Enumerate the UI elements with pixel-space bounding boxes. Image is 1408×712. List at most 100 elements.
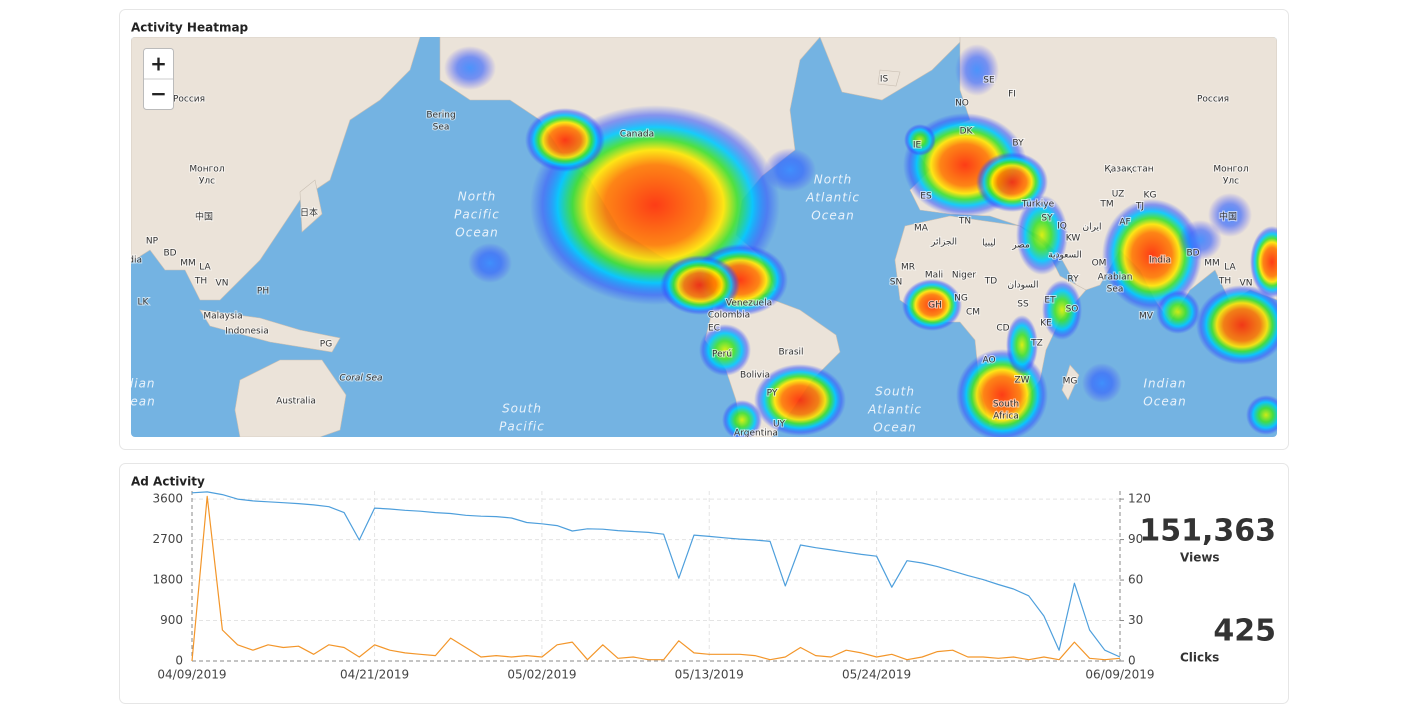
heat-blob xyxy=(1102,199,1202,311)
panel-title: Ad Activity xyxy=(131,475,205,489)
x-tick-label: 04/21/2019 xyxy=(340,668,409,682)
map-label: Australia xyxy=(276,397,316,407)
map-label: Malaysia xyxy=(203,312,242,322)
x-tick-label: 05/24/2019 xyxy=(842,668,911,682)
map-label: SS xyxy=(1017,300,1029,310)
map-label: India xyxy=(120,256,142,266)
map-label: KE xyxy=(1040,319,1052,329)
map-label: North xyxy=(458,190,497,204)
y2-tick-label: 120 xyxy=(1128,492,1151,506)
map-label: CD xyxy=(996,324,1009,334)
map-label: MV xyxy=(1139,312,1154,322)
map-label: VN xyxy=(216,279,229,289)
map-label: OM xyxy=(1092,259,1107,269)
map-label: MM xyxy=(180,259,196,269)
heat-blob xyxy=(1156,290,1200,334)
map-label: Indian xyxy=(1143,377,1186,391)
map-label: TH xyxy=(1218,277,1231,287)
map-label: Bering xyxy=(426,111,455,121)
map-label: Venezuela xyxy=(726,299,772,309)
kpi-value: 151,363 xyxy=(1139,514,1276,549)
map-label: Ocean xyxy=(811,209,854,223)
map-label: Россия xyxy=(173,95,205,105)
map-label: ایران xyxy=(1082,223,1101,233)
map-label: Coral Sea xyxy=(339,374,382,384)
map-label: EC xyxy=(708,324,720,334)
map-label: Sea xyxy=(1107,285,1124,295)
map-label: Argentina xyxy=(734,429,778,439)
map-label: Brasil xyxy=(778,348,803,358)
map-label: SN xyxy=(890,278,902,288)
map-label: BD xyxy=(163,249,176,259)
zoom-out[interactable]: − xyxy=(150,82,167,106)
map-label: FI xyxy=(1008,90,1016,100)
map-label: Arabian xyxy=(1098,273,1133,283)
map-label: Монгол xyxy=(1213,165,1248,175)
map-label: SY xyxy=(1041,214,1053,224)
map-label: Sea xyxy=(433,123,450,133)
map-label: GH xyxy=(928,301,942,311)
map-label: ZW xyxy=(1014,376,1029,386)
panel-title: Activity Heatmap xyxy=(131,21,249,35)
y2-tick-label: 0 xyxy=(1128,654,1136,668)
kpi-label: Clicks xyxy=(1180,651,1219,665)
map-label: Atlantic xyxy=(867,403,922,417)
map-label: PH xyxy=(257,287,269,297)
zoom-in[interactable]: + xyxy=(150,52,167,76)
map-label: LA xyxy=(1224,263,1236,273)
zoom-control: + − xyxy=(143,48,174,110)
y-tick-label: 2700 xyxy=(152,532,183,546)
map-label: KW xyxy=(1066,234,1081,244)
map-label: Россия xyxy=(1197,95,1229,105)
map-label: NO xyxy=(955,99,969,109)
map-label: Mali xyxy=(925,271,943,281)
series-line xyxy=(191,491,1121,658)
map-label: Қазақстан xyxy=(1104,165,1153,175)
map-label: Niger xyxy=(952,271,976,281)
map-label: TM xyxy=(1099,200,1113,210)
map-label: AO xyxy=(982,356,995,366)
map-label: MR xyxy=(901,263,915,273)
map-label: SE xyxy=(983,76,995,86)
heat-blob xyxy=(699,324,751,376)
map-label: Türkiye xyxy=(1021,200,1055,210)
map-label: TH xyxy=(194,277,207,287)
heat-blob xyxy=(1016,195,1068,275)
map-label: Ocean xyxy=(873,421,916,435)
map-label: DK xyxy=(960,127,974,137)
map-label: UZ xyxy=(1112,190,1125,200)
y-tick-label: 0 xyxy=(175,654,183,668)
x-tick-label: 06/09/2019 xyxy=(1085,668,1154,682)
heat-blob xyxy=(1196,285,1277,365)
heat-blob xyxy=(976,152,1048,212)
map-label: RY xyxy=(1067,275,1079,285)
heat-blob xyxy=(1250,226,1277,298)
map-label: TD xyxy=(984,277,997,287)
map-label: South xyxy=(875,385,915,399)
heat-blob xyxy=(902,279,962,331)
heat-blob xyxy=(1006,315,1038,375)
heat-blob xyxy=(722,400,762,437)
map-label: Ocean xyxy=(112,395,155,409)
map-label: السودان xyxy=(1007,281,1038,291)
kpi-label: Views xyxy=(1180,551,1220,565)
map-label: الجزائر xyxy=(930,238,957,248)
heat-layer xyxy=(444,44,1277,437)
map-label: MA xyxy=(914,224,929,234)
heat-blob xyxy=(1178,220,1222,260)
map-label: BY xyxy=(1012,139,1024,149)
map-label: North xyxy=(814,173,853,187)
map-label: Indonesia xyxy=(225,327,269,337)
map-label: NG xyxy=(954,294,968,304)
map-label: IQ xyxy=(1057,222,1067,232)
heat-blob xyxy=(904,124,936,156)
series-line xyxy=(191,495,1121,662)
map-label: Улс xyxy=(199,177,215,187)
map-label: MM xyxy=(1204,259,1220,269)
map-label: Colombia xyxy=(708,311,750,321)
map-label: ليبيا xyxy=(982,239,996,249)
heat-blob xyxy=(525,108,605,172)
heat-blob xyxy=(764,148,816,192)
